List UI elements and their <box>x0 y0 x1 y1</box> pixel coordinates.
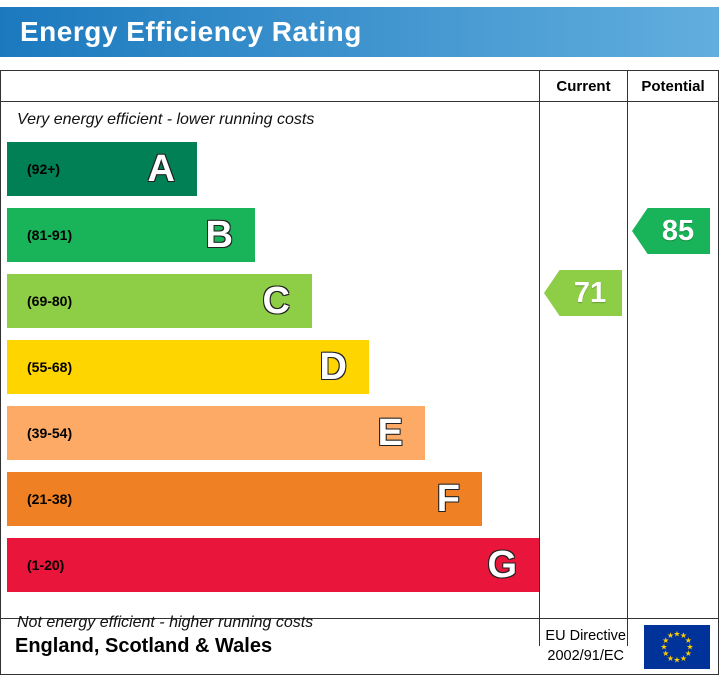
eu-flag-stars: ★ ★★★★★★★★★★★ <box>660 629 693 664</box>
eu-directive-label: EU Directive 2002/91/EC <box>545 627 626 666</box>
potential-value-column: 85 <box>627 102 718 646</box>
potential-column-header: Potential <box>627 71 718 101</box>
svg-text:★: ★ <box>660 642 667 651</box>
svg-text:★: ★ <box>673 655 680 664</box>
title-banner: Energy Efficiency Rating <box>0 7 719 57</box>
band-letter-e: E <box>377 412 403 454</box>
band-range-f: (21-38) <box>27 491 73 507</box>
band-range-e: (39-54) <box>27 425 73 441</box>
band-letter-g: G <box>487 544 517 586</box>
band-bar-f: (21-38) F <box>7 472 482 526</box>
band-bar-g: (1-20) G <box>7 538 539 592</box>
svg-text:★: ★ <box>673 629 680 638</box>
svg-text:★: ★ <box>686 642 693 651</box>
top-note: Very energy efficient - lower running co… <box>17 111 315 128</box>
current-value-column: 71 <box>539 102 627 646</box>
potential-value: 85 <box>661 214 695 247</box>
band-row-f: (21-38) F <box>1 472 539 534</box>
eu-directive-line2: 2002/91/EC <box>547 647 624 664</box>
current-value: 71 <box>573 276 607 309</box>
band-range-d: (55-68) <box>27 359 73 375</box>
energy-rating-chart: Current Potential Very energy efficient … <box>0 70 719 646</box>
band-range-a: (92+) <box>27 161 61 177</box>
svg-text:★: ★ <box>680 653 687 662</box>
svg-text:★: ★ <box>662 649 669 658</box>
bottom-note: Not energy efficient - higher running co… <box>17 614 314 631</box>
band-letter-a: A <box>147 148 175 190</box>
region-label: England, Scotland & Wales <box>15 635 273 657</box>
bands-area: Very energy efficient - lower running co… <box>1 102 539 646</box>
band-bar-e: (39-54) E <box>7 406 425 460</box>
band-range-c: (69-80) <box>27 293 73 309</box>
band-letter-b: B <box>205 214 233 256</box>
header-spacer <box>1 71 539 101</box>
chart-body: Very energy efficient - lower running co… <box>1 102 718 646</box>
svg-text:★: ★ <box>667 631 674 640</box>
epc-page: Energy Efficiency Rating Current Potenti… <box>0 7 719 682</box>
svg-text:★: ★ <box>667 653 674 662</box>
band-row-c: (69-80) C <box>1 274 539 336</box>
current-indicator: 71 <box>544 270 622 316</box>
band-row-a: (92+) A <box>1 142 539 204</box>
eu-flag-background <box>644 624 710 669</box>
band-range-b: (81-91) <box>27 227 73 243</box>
chart-footer: England, Scotland & Wales EU Directive 2… <box>0 619 719 675</box>
band-row-b: (81-91) B <box>1 208 539 270</box>
eu-directive-line1: EU Directive <box>545 627 626 644</box>
band-bar-b: (81-91) B <box>7 208 255 262</box>
svg-text:★: ★ <box>685 636 692 645</box>
band-range-g: (1-20) <box>27 557 65 573</box>
band-row-d: (55-68) D <box>1 340 539 402</box>
current-column-header: Current <box>539 71 627 101</box>
band-row-g: (1-20) G <box>1 538 539 600</box>
band-row-e: (39-54) E <box>1 406 539 468</box>
band-letter-d: D <box>319 346 347 388</box>
band-letter-f: F <box>436 478 460 520</box>
svg-text:★: ★ <box>680 631 687 640</box>
band-letter-c: C <box>262 280 290 322</box>
eu-flag-icon: ★ ★★★★★★★★★★★ <box>644 624 710 669</box>
page-title: Energy Efficiency Rating <box>20 16 362 47</box>
svg-text:★: ★ <box>685 649 692 658</box>
potential-indicator: 85 <box>632 208 710 254</box>
band-bar-a: (92+) A <box>7 142 197 196</box>
chart-header-row: Current Potential <box>1 71 718 102</box>
svg-text:★: ★ <box>662 636 669 645</box>
band-bar-c: (69-80) C <box>7 274 312 328</box>
band-bar-d: (55-68) D <box>7 340 369 394</box>
